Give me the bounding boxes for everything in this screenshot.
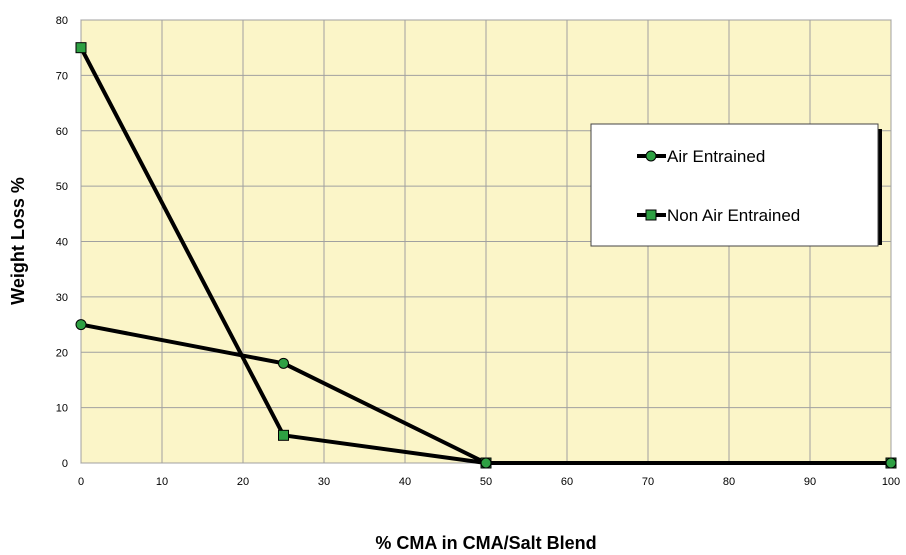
x-tick-label-0: 0 bbox=[78, 476, 84, 488]
data-point-air-entrained-2 bbox=[480, 457, 492, 469]
legend-entry-non-air-entrained: Non Air Entrained bbox=[637, 206, 800, 225]
y-tick-label-60: 60 bbox=[56, 126, 68, 138]
y-tick-label-80: 80 bbox=[56, 15, 68, 27]
data-point-air-entrained-3 bbox=[885, 457, 897, 469]
y-tick-label-20: 20 bbox=[56, 347, 68, 359]
legend: Air Entrained Non Air Entrained bbox=[590, 123, 882, 247]
x-tick-label-80: 80 bbox=[723, 476, 735, 488]
x-tick-label-50: 50 bbox=[480, 476, 492, 488]
series-lines bbox=[79, 45, 893, 465]
y-tick-label-0: 0 bbox=[62, 458, 68, 470]
x-axis-title: % CMA in CMA/Salt Blend bbox=[375, 533, 596, 553]
x-tick-label-90: 90 bbox=[804, 476, 816, 488]
legend-box bbox=[590, 123, 879, 247]
y-tick-label-70: 70 bbox=[56, 70, 68, 82]
x-tick-label-10: 10 bbox=[156, 476, 168, 488]
legend-marker-air-entrained bbox=[645, 150, 657, 162]
legend-label-non-air-entrained: Non Air Entrained bbox=[667, 206, 800, 225]
series-line-air-entrained bbox=[79, 322, 893, 465]
series-markers bbox=[75, 42, 897, 469]
data-point-non-air-entrained-0 bbox=[75, 42, 87, 54]
data-point-non-air-entrained-1 bbox=[278, 429, 289, 441]
x-tick-label-100: 100 bbox=[882, 476, 900, 488]
x-tick-label-40: 40 bbox=[399, 476, 411, 488]
tick-labels: 0 10 20 30 40 50 60 70 80 90 100 0 10 20 30 40 50 60 70 80 bbox=[56, 15, 900, 488]
legend-label-air-entrained: Air Entrained bbox=[667, 147, 765, 166]
y-tick-label-10: 10 bbox=[56, 403, 68, 415]
y-tick-label-50: 50 bbox=[56, 181, 68, 193]
data-point-air-entrained-1 bbox=[278, 357, 289, 369]
x-tick-label-60: 60 bbox=[561, 476, 573, 488]
y-tick-label-40: 40 bbox=[56, 237, 68, 249]
y-tick-label-30: 30 bbox=[56, 292, 68, 304]
data-point-air-entrained-0 bbox=[75, 319, 87, 331]
y-axis-title: Weight Loss % bbox=[8, 177, 28, 305]
x-tick-label-20: 20 bbox=[237, 476, 249, 488]
x-tick-label-30: 30 bbox=[318, 476, 330, 488]
x-tick-label-70: 70 bbox=[642, 476, 654, 488]
legend-marker-non-air-entrained bbox=[645, 209, 657, 221]
legend-entry-air-entrained: Air Entrained bbox=[637, 147, 765, 166]
